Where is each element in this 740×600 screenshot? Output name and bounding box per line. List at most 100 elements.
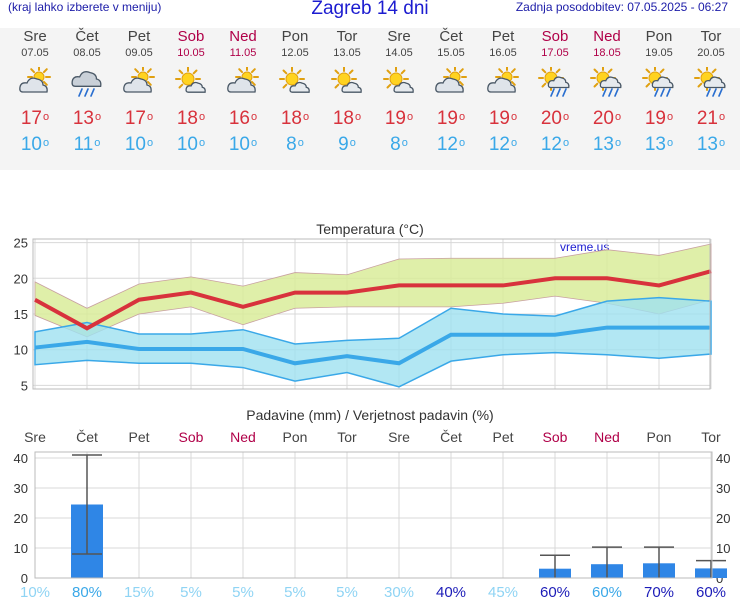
partly-cloudy-icon	[9, 67, 61, 97]
precip-probability-label: 5%	[180, 584, 202, 600]
sun-cloud-icon	[165, 67, 217, 97]
temp-tick-label: 5	[21, 378, 28, 393]
temperature-chart-title: Temperatura (°C)	[316, 221, 424, 237]
day-column: Sob 10.05 18o 10o	[165, 28, 217, 158]
sun-cloud-rain-icon	[685, 67, 737, 97]
max-temperature: 19o	[644, 108, 674, 129]
day-name: Ned	[229, 28, 257, 45]
precip-day-label: Pon	[283, 429, 308, 445]
precip-day-label: Čet	[76, 429, 98, 445]
max-temperature: 17o	[20, 108, 50, 129]
menu-hint: (kraj lahko izberete v meniju)	[8, 0, 162, 14]
day-column: Sob 17.05 20o 12o	[529, 28, 581, 158]
sun-cloud-rain-icon	[633, 67, 685, 97]
precip-day-label: Sob	[543, 429, 568, 445]
precip-probability-label: 60%	[592, 584, 622, 600]
precip-tick-label-right: 20	[716, 511, 730, 526]
precip-day-label: Pet	[492, 429, 513, 445]
forecast-charts: Temperatura (°C) vreme.us 5 10 15 20 25 Padavin…	[14, 221, 731, 600]
min-temperature: 13o	[644, 134, 674, 155]
day-column: Čet 15.05 19o 12o	[425, 28, 477, 158]
day-name: Sob	[541, 28, 569, 45]
day-column: Tor 20.05 21o 13o	[685, 28, 737, 158]
min-temperature: 12o	[540, 134, 570, 155]
precip-day-label: Ned	[594, 429, 620, 445]
day-date: 19.05	[645, 47, 673, 59]
day-date: 11.05	[229, 47, 257, 59]
temp-plot-frame	[32, 238, 711, 390]
max-temperature: 19o	[488, 108, 518, 129]
day-name: Tor	[336, 28, 358, 45]
precip-probability-label: 5%	[232, 584, 254, 600]
precip-probability-label: 30%	[384, 584, 414, 600]
max-temperature: 13o	[72, 108, 102, 129]
partly-cloudy-icon	[425, 67, 477, 97]
day-name: Sob	[177, 28, 205, 45]
day-date: 08.05	[73, 47, 101, 59]
sun-cloud-icon	[373, 67, 425, 97]
precip-tick-label-left: 10	[14, 541, 28, 556]
max-temperature: 20o	[540, 108, 570, 129]
day-column: Sre 14.05 19o 8o	[373, 28, 425, 158]
precip-day-label: Čet	[440, 429, 462, 445]
last-update: Zadnja posodobitev: 07.05.2025 - 06:27	[515, 0, 728, 14]
min-temperature: 13o	[592, 134, 622, 155]
max-temperature: 19o	[436, 108, 466, 129]
day-date: 16.05	[489, 47, 517, 59]
min-temperature: 8o	[286, 134, 304, 155]
precip-tick-label-right: 30	[716, 481, 730, 496]
precip-tick-label-left: 20	[14, 511, 28, 526]
day-date: 07.05	[21, 47, 49, 59]
day-column: Pon 12.05 18o 8o	[269, 28, 321, 158]
precip-tick-label-right: 0	[716, 571, 723, 586]
precip-tick-label-left: 40	[14, 451, 28, 466]
temp-tick-label: 15	[14, 307, 28, 322]
day-date: 14.05	[385, 47, 413, 59]
precipitation-chart-title: Padavine (mm) / Verjetnost padavin (%)	[246, 407, 493, 423]
partly-cloudy-icon	[217, 67, 269, 97]
max-temperature: 21o	[696, 108, 726, 129]
max-temperature: 17o	[124, 108, 154, 129]
max-temperature: 18o	[280, 108, 310, 129]
sun-cloud-rain-icon	[529, 67, 581, 97]
min-temperature: 10o	[228, 134, 258, 155]
cloud-rain-icon	[61, 67, 113, 97]
day-name: Tor	[700, 28, 722, 45]
precip-day-label: Ned	[230, 429, 256, 445]
min-temperature: 10o	[124, 134, 154, 155]
precip-probability-label: 15%	[124, 584, 154, 600]
precip-probability-label: 5%	[284, 584, 306, 600]
temp-tick-label: 25	[14, 236, 28, 251]
day-column: Pon 19.05 19o 13o	[633, 28, 685, 158]
min-temperature: 8o	[390, 134, 408, 155]
day-column: Sre 07.05 17o 10o	[9, 28, 61, 158]
day-column: Čet 08.05 13o 11o	[61, 28, 113, 158]
day-column: Tor 13.05 18o 9o	[321, 28, 373, 158]
precip-plot-frame	[34, 451, 713, 579]
max-temperature: 19o	[384, 108, 414, 129]
max-temperature: 18o	[332, 108, 362, 129]
min-temperature: 13o	[696, 134, 726, 155]
precip-day-label: Sre	[24, 429, 46, 445]
max-temp-line	[34, 269, 712, 331]
day-column: Ned 11.05 16o 10o	[217, 28, 269, 158]
precip-probability-label: 10%	[20, 584, 50, 600]
day-name: Čet	[75, 28, 99, 45]
precip-tick-label-right: 10	[716, 541, 730, 556]
sun-cloud-icon	[321, 67, 373, 97]
day-date: 18.05	[593, 47, 621, 59]
day-date: 10.05	[177, 47, 205, 59]
max-temperature: 20o	[592, 108, 622, 129]
min-temp-line	[34, 325, 711, 366]
max-temperature: 18o	[176, 108, 206, 129]
day-column: Ned 18.05 20o 13o	[581, 28, 633, 158]
precip-probability-label: 60%	[696, 584, 726, 600]
precip-probability-label: 40%	[436, 584, 466, 600]
day-date: 12.05	[281, 47, 309, 59]
day-name: Pet	[491, 28, 515, 45]
day-name: Pon	[645, 28, 673, 45]
precip-probability-label: 5%	[336, 584, 358, 600]
precip-day-label: Tor	[337, 429, 357, 445]
day-name: Ned	[593, 28, 621, 45]
min-temperature: 11o	[73, 134, 101, 155]
